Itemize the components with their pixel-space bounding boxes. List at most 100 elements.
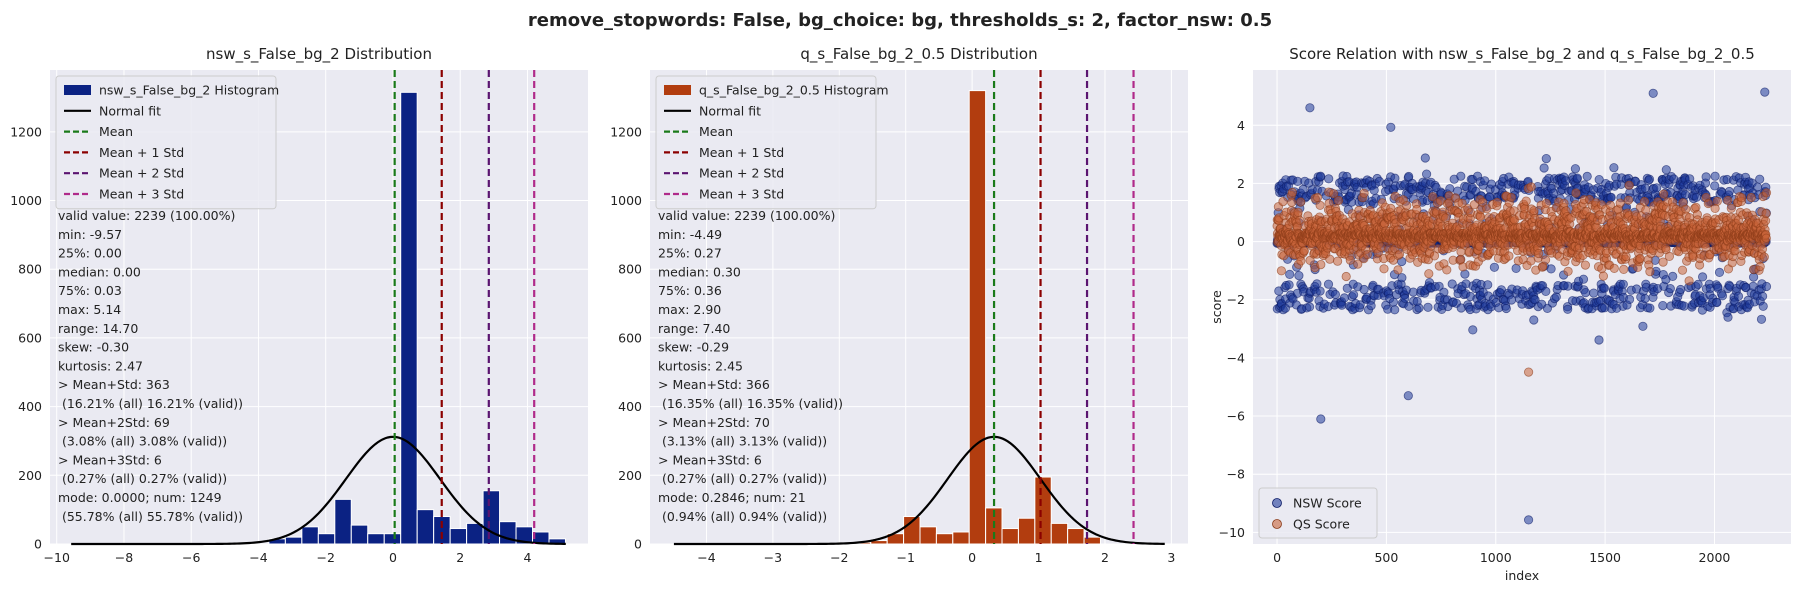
histogram-bar	[317, 533, 336, 545]
qs-score-point	[1296, 197, 1306, 207]
nsw-score-point	[1606, 192, 1616, 202]
nsw-score-point	[1761, 281, 1772, 292]
stat-line: 25%: 0.27	[658, 246, 722, 261]
histogram-bar	[952, 531, 970, 545]
x-tick-label: 0	[1273, 550, 1281, 565]
stat-line: > Mean+Std: 363	[58, 377, 170, 392]
figure-suptitle: remove_stopwords: False, bg_choice: bg, …	[528, 10, 1272, 31]
x-tick-label: 4	[523, 550, 531, 565]
nsw-score-point	[1422, 169, 1432, 179]
stat-line: mode: 0.0000; num: 1249	[58, 490, 222, 505]
qs-score-point	[1761, 188, 1772, 198]
y-tick-label: 1000	[610, 193, 642, 208]
nsw-score-point	[1582, 171, 1592, 181]
stat-line: max: 5.14	[58, 302, 121, 317]
nsw-score-point	[1539, 163, 1549, 173]
nsw-score-point	[1390, 173, 1400, 183]
qs-score-point	[1684, 276, 1694, 286]
legend-box	[55, 75, 277, 210]
qs-score-point	[1755, 261, 1765, 272]
qs-score-point	[1276, 266, 1287, 276]
nsw-score-point	[1758, 291, 1768, 301]
stat-line: valid value: 2239 (100.00%)	[658, 208, 835, 223]
nsw-score-point	[1546, 264, 1556, 274]
histogram-bar	[400, 91, 418, 545]
qs-score-point	[1287, 197, 1297, 207]
qs-score-point	[1345, 255, 1355, 265]
qs-score-point	[1428, 192, 1438, 202]
qs-score-point	[1353, 259, 1363, 269]
stat-line: (16.21% (all) 16.21% (valid))	[58, 396, 243, 411]
nsw-score-point	[1420, 153, 1430, 163]
nsw-score-point	[1294, 270, 1304, 281]
qs-score-point	[1506, 192, 1516, 202]
nsw-score-point	[1640, 183, 1650, 193]
panel-title: Score Relation with nsw_s_False_bg_2 and…	[1289, 45, 1755, 64]
legend-swatch	[664, 85, 691, 95]
stat-line: kurtosis: 2.47	[58, 358, 143, 373]
nsw-score-point	[1397, 273, 1407, 283]
nsw-score-point	[1665, 283, 1675, 294]
nsw-score-point	[1339, 293, 1350, 303]
qs-score-point	[1609, 263, 1619, 273]
x-tick-label: 2000	[1699, 550, 1731, 565]
x-tick-label: 0	[389, 550, 397, 565]
legend-label: Mean + 1 Std	[699, 145, 784, 160]
histogram-bar	[367, 533, 385, 545]
x-axis-label: index	[1505, 568, 1539, 583]
qs-score-point	[1329, 189, 1339, 199]
nsw-score-point	[1638, 321, 1648, 331]
nsw-score-point	[1733, 291, 1744, 301]
x-tick-label: −1	[896, 550, 914, 565]
histogram-bar	[284, 536, 303, 545]
legend-swatch	[64, 85, 91, 95]
stat-line: (3.13% (all) 3.13% (valid))	[658, 434, 827, 449]
qs-score-point	[1478, 197, 1488, 207]
y-tick-label: 1200	[10, 124, 42, 139]
qs-score-point	[1475, 241, 1485, 251]
qs-score-point	[1529, 206, 1539, 216]
x-tick-label: 2	[456, 550, 464, 565]
stat-line: > Mean+3Std: 6	[58, 452, 162, 467]
qs-score-point	[1571, 188, 1581, 198]
nsw-score-point	[1760, 87, 1770, 97]
histogram-bar	[919, 526, 937, 545]
nsw-score-point	[1758, 301, 1768, 311]
nsw-score-point	[1316, 171, 1326, 181]
nsw-score-point	[1483, 280, 1493, 290]
qs-score-point	[1746, 192, 1756, 203]
qs-score-point	[1278, 197, 1288, 207]
qs-score-point	[1359, 188, 1369, 198]
x-tick-label: −6	[182, 550, 200, 565]
stat-line: skew: -0.30	[58, 340, 129, 355]
nsw-score-point	[1315, 286, 1325, 296]
y-tick-label: 0	[1237, 234, 1245, 249]
stat-line: 75%: 0.36	[658, 283, 722, 298]
qs-score-point	[1402, 201, 1412, 211]
nsw-score-point	[1661, 165, 1671, 175]
qs-score-point	[1492, 197, 1502, 207]
legend-label: Mean + 1 Std	[99, 145, 184, 160]
histogram-bar	[416, 509, 435, 545]
nsw-score-point	[1609, 163, 1619, 173]
stats-annotation: valid value: 2239 (100.00%)min: -9.5725%…	[58, 208, 243, 524]
legend-marker	[1272, 519, 1282, 529]
nsw-score-point	[1644, 174, 1655, 184]
nsw-score-point	[1589, 288, 1599, 298]
nsw-score-point	[1386, 122, 1396, 132]
nsw-score-point	[1524, 515, 1534, 525]
histogram-bar	[1034, 476, 1052, 545]
qs-score-point	[1412, 204, 1422, 215]
nsw-score-point	[1640, 293, 1650, 304]
qs-score-point	[1624, 180, 1634, 190]
y-tick-label: 200	[18, 468, 42, 483]
stat-line: range: 7.40	[658, 321, 730, 336]
stats-annotation: valid value: 2239 (100.00%)min: -4.4925%…	[658, 208, 843, 524]
histogram-bar	[449, 528, 468, 545]
panel-title: q_s_False_bg_2_0.5 Distribution	[800, 45, 1037, 64]
nsw-score-point	[1710, 181, 1720, 191]
nsw-score-point	[1645, 303, 1655, 313]
nsw-score-point	[1668, 271, 1678, 281]
